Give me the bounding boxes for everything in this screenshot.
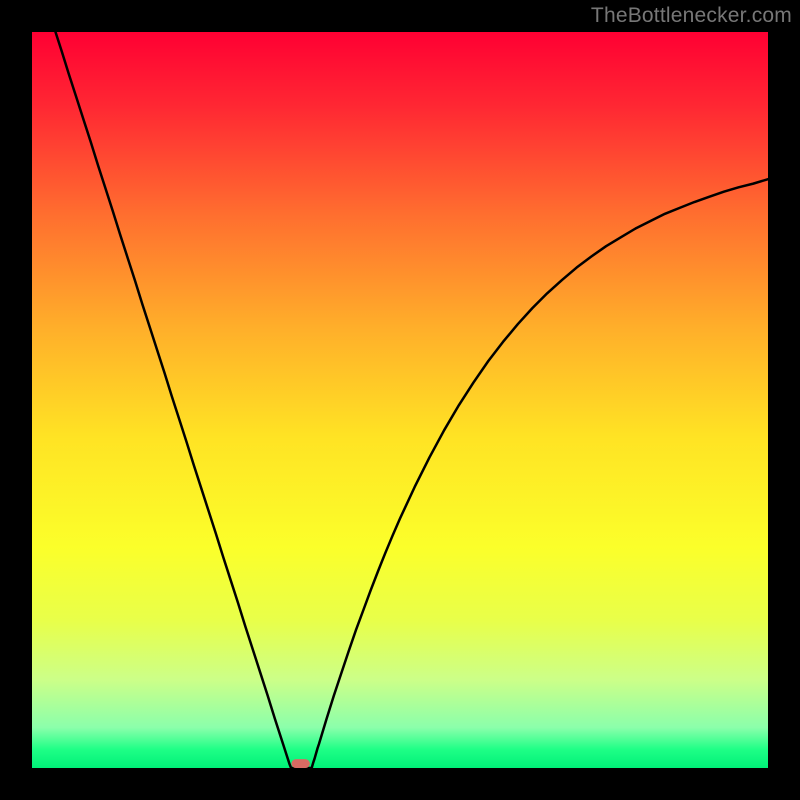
chart-svg	[32, 32, 768, 768]
bottleneck-chart	[32, 32, 768, 768]
gradient-background	[32, 32, 768, 768]
minimum-marker	[291, 759, 309, 768]
watermark-text: TheBottlenecker.com	[591, 4, 792, 28]
chart-frame: TheBottlenecker.com	[0, 0, 800, 800]
